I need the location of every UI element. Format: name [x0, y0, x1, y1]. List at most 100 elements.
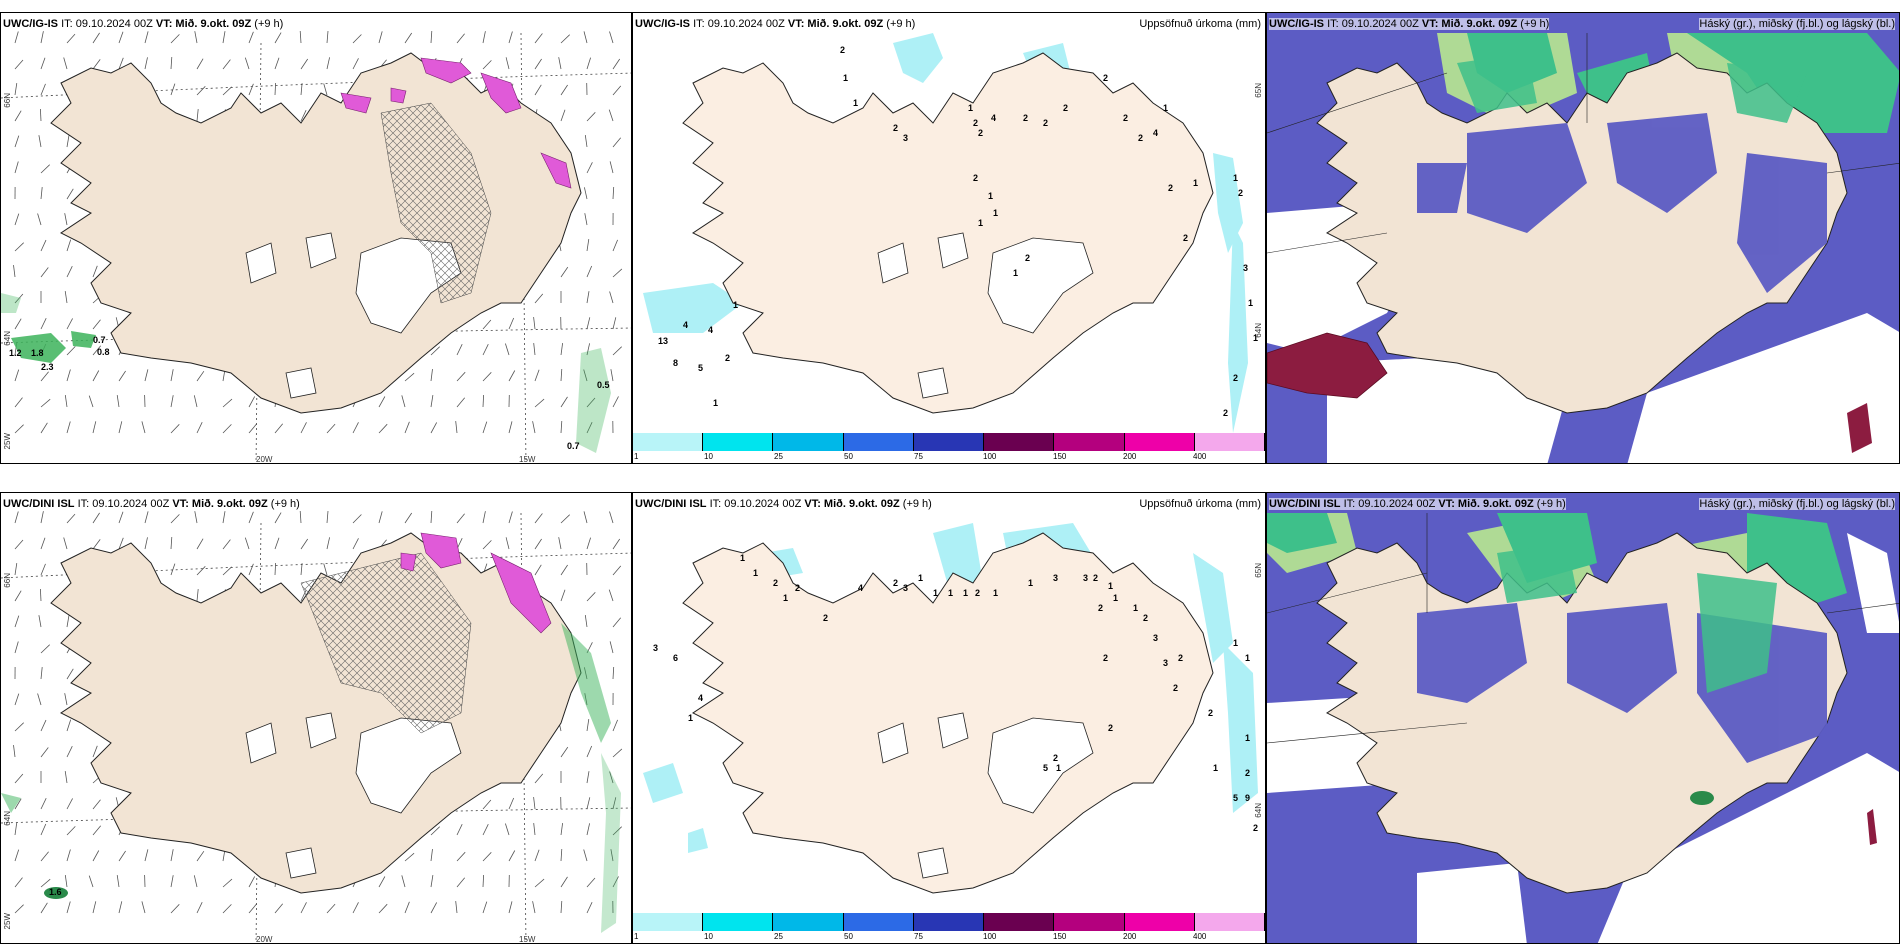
wind-barb — [274, 562, 276, 576]
wind-barb — [505, 537, 510, 550]
map-panel-precip-igis: UWC/IG-IS IT: 09.10.2024 00Z VT: Mið. 9.… — [632, 12, 1266, 464]
wind-barb — [612, 239, 618, 252]
precip-value: 1 — [753, 568, 759, 578]
precip-value: 1 — [1245, 733, 1251, 743]
wind-barb — [196, 902, 203, 914]
wind-barb — [194, 511, 198, 524]
glacier — [245, 242, 277, 284]
wind-barb — [63, 57, 68, 70]
panel-title: UWC/IG-IS IT: 09.10.2024 00Z VT: Mið. 9.… — [1269, 18, 1550, 30]
panel-right-title: Uppsöfnuð úrkoma (mm) — [1139, 18, 1261, 30]
wind-barb — [326, 510, 329, 524]
precip-value: 1 — [843, 73, 849, 83]
wind-barb — [248, 563, 254, 576]
wind-barb — [586, 57, 591, 70]
wind-barb — [583, 369, 588, 382]
precip-value: 2 — [1093, 573, 1099, 583]
panel-title: UWC/DINI ISL IT: 09.10.2024 00Z VT: Mið.… — [1269, 498, 1566, 510]
wind-barb — [584, 135, 588, 148]
wind-barb — [222, 31, 226, 44]
wind-barb — [92, 265, 98, 278]
precip-value: 2 — [978, 128, 984, 138]
wind-barb — [14, 397, 23, 408]
lat-label: 65N — [1254, 83, 1263, 98]
wind-barb — [560, 396, 568, 408]
wind-barb — [586, 537, 591, 550]
precip-value: 1 — [713, 398, 719, 408]
hatched-precip — [300, 552, 472, 734]
wind-barb — [430, 30, 433, 44]
wind-barb — [92, 421, 97, 434]
wind-barb — [222, 539, 231, 550]
lat-label: 66N — [3, 573, 12, 588]
precip-value: 4 — [698, 693, 704, 703]
wind-barb — [608, 109, 614, 122]
wind-barb — [352, 514, 362, 524]
wind-barb — [612, 826, 622, 836]
wind-barb — [586, 162, 593, 174]
wind-barb — [586, 797, 591, 810]
wind-barb — [37, 213, 42, 226]
wind-barb — [560, 420, 563, 434]
wind-barb — [170, 849, 174, 862]
wind-barb — [482, 394, 484, 408]
glacier — [987, 237, 1094, 334]
wind-barb — [116, 395, 120, 408]
wind-barb — [40, 239, 47, 252]
wind-barb — [248, 423, 258, 434]
wind-barb — [378, 31, 383, 44]
precip-value: 3 — [1163, 658, 1169, 668]
wind-barb — [482, 852, 492, 862]
precip-value: 1 — [1213, 763, 1219, 773]
wind-barb — [508, 370, 516, 382]
wind-barb — [482, 319, 492, 330]
colorbar-label: 75 — [914, 452, 923, 461]
wind-barb — [533, 823, 536, 836]
wind-barb — [14, 823, 18, 836]
colorbar-segment — [1054, 433, 1125, 451]
wind-barb — [404, 901, 410, 914]
precip-value: 2 — [1043, 118, 1049, 128]
precip-value: 1.6 — [49, 887, 62, 897]
colorbar-segment — [1194, 913, 1265, 931]
wind-barb — [64, 771, 68, 784]
wind-barb — [170, 34, 180, 44]
wind-barb — [14, 83, 18, 96]
wind-barb — [352, 422, 359, 434]
wind-barb — [612, 565, 622, 576]
wind-barb — [40, 878, 51, 888]
colorbar-label: 1 — [634, 452, 639, 461]
precip-colorbar — [633, 913, 1265, 931]
wind-barb — [560, 109, 566, 122]
precip-value: 2 — [773, 578, 779, 588]
colorbar-label: 400 — [1193, 932, 1207, 941]
wind-barb — [378, 423, 388, 434]
wind-barb — [14, 59, 24, 70]
wind-barb — [92, 850, 100, 862]
precip-value: 1.8 — [31, 348, 44, 358]
wind-barb — [222, 904, 232, 914]
wind-barb — [534, 849, 540, 862]
green-precip — [1, 623, 621, 933]
wind-barb — [534, 293, 544, 304]
wind-barb — [586, 317, 591, 330]
colorbar-label: 25 — [774, 932, 783, 941]
wind-barb — [144, 369, 149, 382]
precip-value: 3 — [1153, 633, 1159, 643]
wind-barb — [13, 745, 16, 758]
wind-barb — [40, 318, 47, 330]
wind-barb — [40, 588, 42, 602]
colorbar-segment — [913, 913, 985, 931]
wind-barb — [92, 319, 101, 330]
precip-value: 4 — [858, 583, 864, 593]
precip-areas — [643, 33, 1248, 433]
precip-value: 2 — [1253, 823, 1259, 833]
wind-barb — [558, 57, 562, 70]
wind-barb — [532, 421, 536, 434]
wind-barb — [118, 901, 123, 914]
wind-barb — [299, 30, 302, 44]
panel-title: UWC/DINI ISL IT: 09.10.2024 00Z VT: Mið.… — [635, 498, 932, 510]
wind-barb — [193, 875, 198, 888]
precip-value: 0.5 — [597, 380, 610, 390]
wind-barb — [300, 422, 307, 434]
